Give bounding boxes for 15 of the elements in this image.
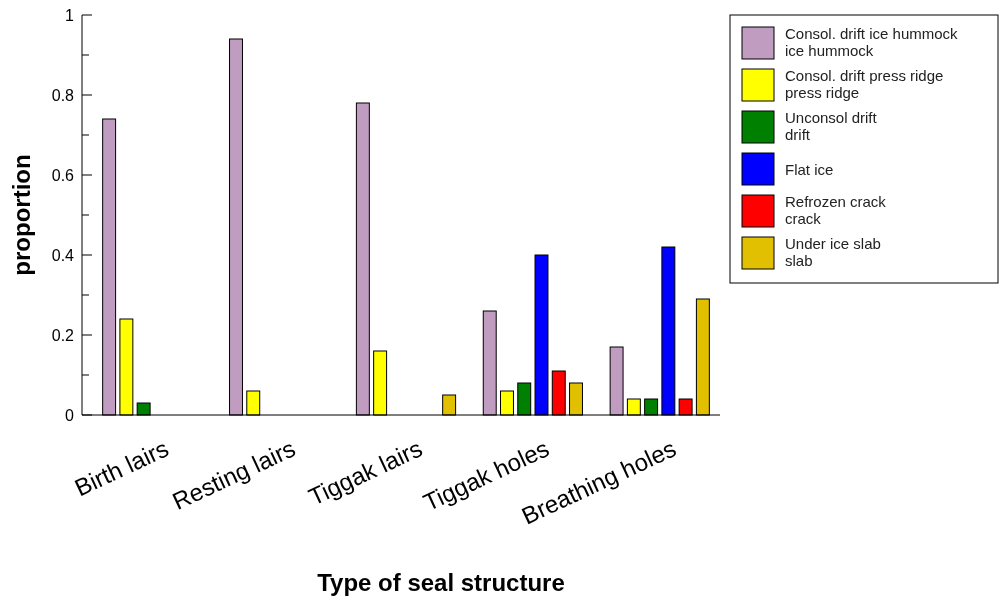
y-tick-label: 0.4 <box>51 246 75 264</box>
legend-label: Consol. drift press ridge press ridge <box>785 67 944 101</box>
legend-label: Consol. drift ice hummock ice hummock <box>785 25 959 59</box>
x-tick-label: Birth lairs <box>70 434 173 502</box>
legend-label: Refrozen crack crack <box>785 193 887 227</box>
y-tick-label: 0.8 <box>51 86 75 104</box>
y-tick-label: 0 <box>65 406 75 424</box>
y-tick-label: 1 <box>65 6 75 24</box>
x-axis-title: Type of seal structure <box>317 569 565 596</box>
legend-label: Under ice slab slab <box>785 235 881 269</box>
y-axis-title: proportion <box>8 154 35 276</box>
legend-label: Unconsol drift drift <box>785 109 878 143</box>
y-tick-label: 0.2 <box>51 326 75 344</box>
y-tick-label: 0.6 <box>51 166 75 184</box>
legend-label: Flat ice <box>785 161 834 178</box>
